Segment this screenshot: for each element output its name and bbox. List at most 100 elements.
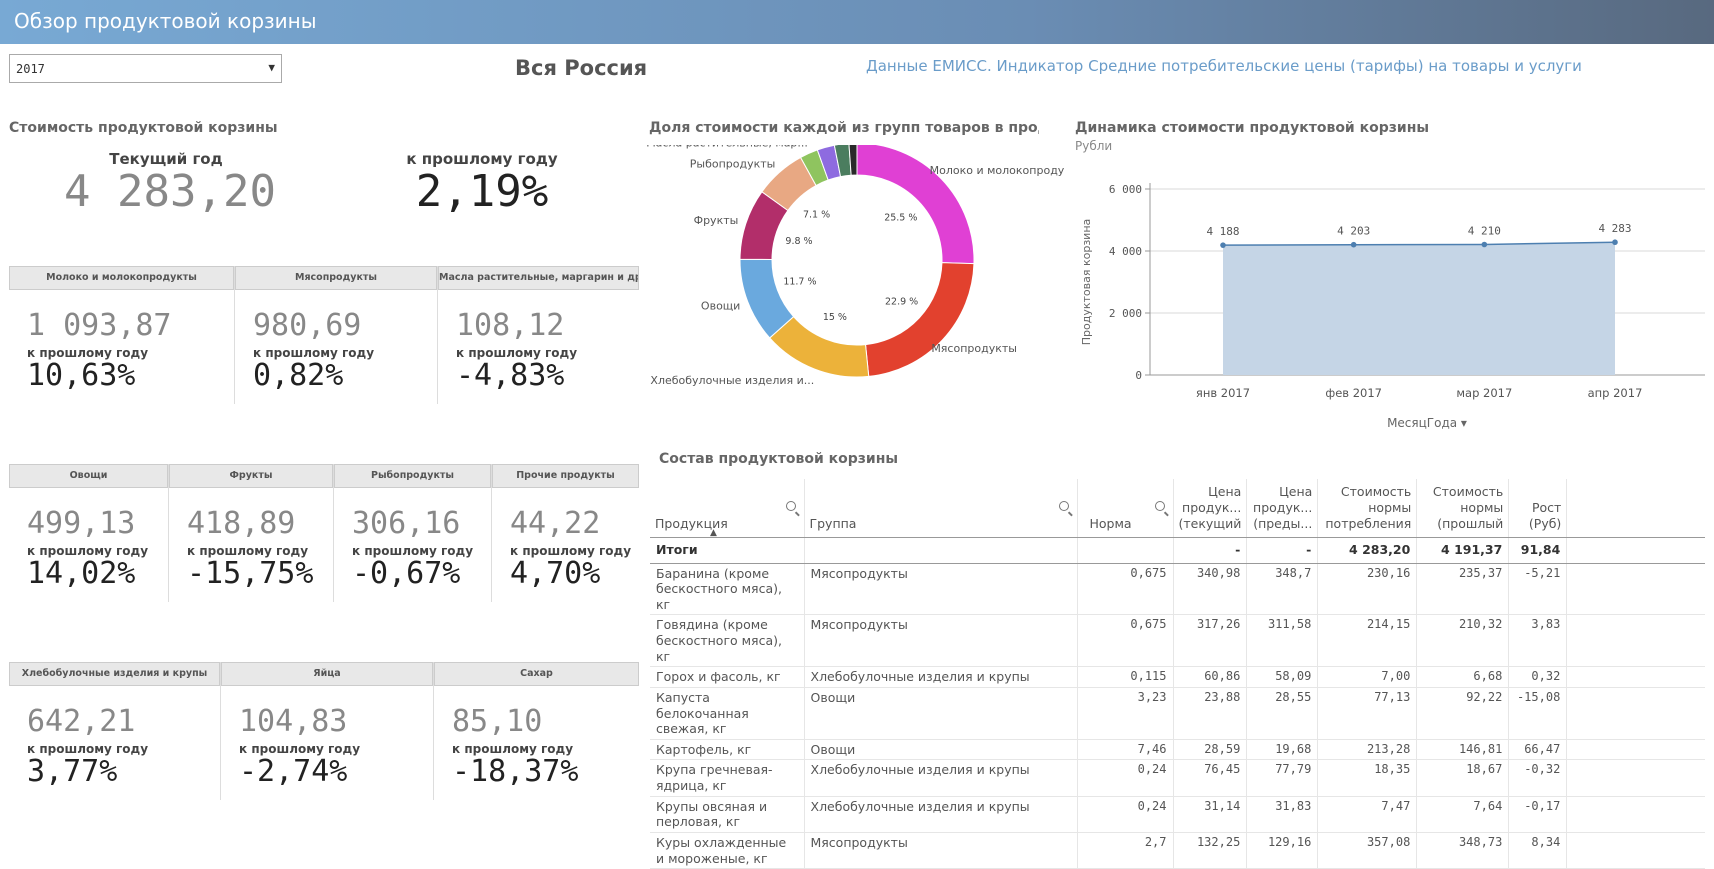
tile-yoy-label: к прошлому году [352,544,474,558]
donut-slice[interactable] [856,142,975,265]
table-cell: 214,15 [1317,614,1418,668]
donut-chart[interactable]: 25.5 % Молоко и молокопроду... 22.9 % Мясоп… [645,130,1075,420]
table-row[interactable]: Говядина (кроме бескостного мяса), кг Мяс… [650,614,1705,668]
table-spacer-cell [1566,687,1705,740]
table-cell: Картофель, кг [650,739,805,761]
table-cell: 60,86 [1173,666,1248,688]
table-cell: Куры охлажденные и мороженые, кг [650,832,805,869]
region-title: Вся Россия [515,56,648,80]
dropdown-arrow-icon: ▼ [268,61,275,74]
tile-vegetables[interactable]: Овощи 499,13 к прошлому году 14,02% [9,464,169,602]
tile-header: Хлебобулочные изделия и крупы [9,662,220,686]
table-row[interactable]: Баранина (кроме бескостного мяса), кг Мяс… [650,563,1705,616]
col-header-label: Стоимость нормы (прошлый [1432,483,1504,532]
table-cell: 0,115 [1077,666,1174,688]
table-cell: 76,45 [1173,759,1248,797]
table-row[interactable]: Горох и фасоль, кг Хлебобулочные изделия … [650,666,1705,688]
table-spacer-cell [1566,614,1705,668]
tile-fish[interactable]: Рыбопродукты 306,16 к прошлому году -0,6… [334,464,492,602]
tile-header: Овощи [9,464,168,488]
tile-eggs[interactable]: Яйца 104,83 к прошлому году -2,74% [221,662,434,800]
tile-sugar[interactable]: Сахар 85,10 к прошлому году -18,37% [434,662,639,800]
table-cell: 0,32 [1508,666,1568,688]
donut-chart-svg: 25.5 % Молоко и молокопроду... 22.9 % Мясоп… [646,130,1075,388]
donut-slice[interactable] [769,315,870,378]
col-header-group[interactable]: Группа [804,479,1078,538]
table-cell: 7,00 [1317,666,1418,688]
y-axis-label: Продуктовая корзина [1080,219,1093,346]
table-totals-row[interactable]: Итоги - -4 283,20 4 191,37 91,84 [650,537,1705,564]
col-header-cost-prev[interactable]: Стоимость нормы (прошлый [1416,479,1510,538]
table-cell: 7,64 [1416,796,1510,833]
year-select-value: 2017 [16,62,45,76]
data-point[interactable] [1481,241,1488,248]
table-cell: 77,79 [1246,759,1319,797]
tile-yoy-label: к прошлому году [452,742,574,756]
tile-yoy-label: к прошлому году [27,346,149,360]
x-axis-label[interactable]: МесяцГода ▾ [1387,416,1467,430]
col-header-label: Рост (Руб) [1528,500,1562,532]
tile-other[interactable]: Прочие продукты 44,22 к прошлому году 4,… [492,464,639,602]
table-cell: 129,16 [1246,832,1319,869]
search-icon[interactable] [785,501,796,511]
table-cell: 210,32 [1416,614,1510,668]
table-cell: -15,08 [1508,687,1568,740]
line-chart-svg: 0 2 000 4 000 6 000 4 188 янв 2017 4 203 фев 20… [1080,183,1705,430]
table-row[interactable]: Крупы овсяная и перловая, кг Хлебобулочны… [650,796,1705,833]
col-header-product[interactable]: Продукция ▲ [650,479,805,538]
tile-fruits[interactable]: Фрукты 418,89 к прошлому году -15,75% [169,464,334,602]
table-row[interactable]: Картофель, кг Овощи 7,46 28,59 19,68 213,28 14… [650,739,1705,761]
table-row[interactable]: Капуста белокочанная свежая, кг Овощи 3,23… [650,687,1705,740]
donut-pct-label: 15 % [823,312,847,323]
col-header-label: Цена продук... (преды... [1253,483,1313,532]
source-link[interactable]: Данные ЕМИСС. Индикатор Средние потребит… [866,57,1582,75]
tile-value: 44,22 [510,506,601,541]
tile-meat[interactable]: Мясопродукты 980,69 к прошлому году 0,82… [235,266,438,404]
tile-yoy-value: -15,75% [187,556,314,591]
table-cell: 6,68 [1416,666,1510,688]
data-point[interactable] [1612,239,1618,246]
table-cell: Мясопродукты [804,832,1078,869]
tile-value: 306,16 [352,506,461,541]
tile-oils[interactable]: Масла растительные, маргарин и др. жиры … [438,266,639,404]
table-cell: 31,83 [1246,796,1319,833]
tile-milk[interactable]: Молоко и молокопродукты 1 093,87 к прошл… [9,266,235,404]
series-line [1222,241,1616,246]
y-tick-label: 0 [1135,369,1142,382]
line-chart[interactable]: 0 2 000 4 000 6 000 4 188 янв 2017 4 203 фев 20… [1075,170,1710,440]
col-header-price-current[interactable]: Цена продук... (текущий [1173,479,1248,538]
table-cell: Хлебобулочные изделия и крупы [804,796,1078,833]
tile-yoy-label: к прошлому году [187,544,309,558]
table-spacer-cell [1566,563,1705,616]
col-header-growth[interactable]: Рост (Руб) [1508,479,1568,538]
tile-yoy-value: -0,67% [352,556,461,591]
tile-value: 108,12 [456,308,565,343]
donut-category-label: Молоко и молокопроду... [930,164,1065,177]
table-cell: 7,47 [1317,796,1418,833]
table-cell: -0,17 [1508,796,1568,833]
table-cell: 132,25 [1173,832,1248,869]
year-select[interactable]: 2017 ▼ [9,54,282,83]
table-cell: - [1173,537,1248,564]
tile-header: Масла растительные, маргарин и др. жиры [438,266,639,290]
tile-bread[interactable]: Хлебобулочные изделия и крупы 642,21 к п… [9,662,221,800]
table-cell: Мясопродукты [804,614,1078,668]
table-cell: 213,28 [1317,739,1418,761]
data-point[interactable] [1350,241,1357,248]
col-header-norm[interactable]: Норма [1077,479,1174,538]
tile-value: 1 093,87 [27,308,172,343]
table-cell: 77,13 [1317,687,1418,740]
table-cell: 23,88 [1173,687,1248,740]
search-icon[interactable] [1058,501,1069,511]
data-point[interactable] [1220,242,1226,248]
col-header-price-prev[interactable]: Цена продук... (преды... [1246,479,1319,538]
col-header-cost[interactable]: Стоимость нормы потребления [1317,479,1418,538]
table-row[interactable]: Крупа гречневая-ядрица, кг Хлебобулочные … [650,759,1705,797]
table-cell: - [1246,537,1319,564]
table-cell: Капуста белокочанная свежая, кг [650,687,805,740]
table-row[interactable]: Куры охлажденные и мороженые, кг Мясопрод… [650,832,1705,869]
search-icon[interactable] [1154,501,1165,511]
donut-slice[interactable] [864,262,975,377]
table-cell: Хлебобулочные изделия и крупы [804,666,1078,688]
tile-yoy-value: 10,63% [27,358,136,393]
